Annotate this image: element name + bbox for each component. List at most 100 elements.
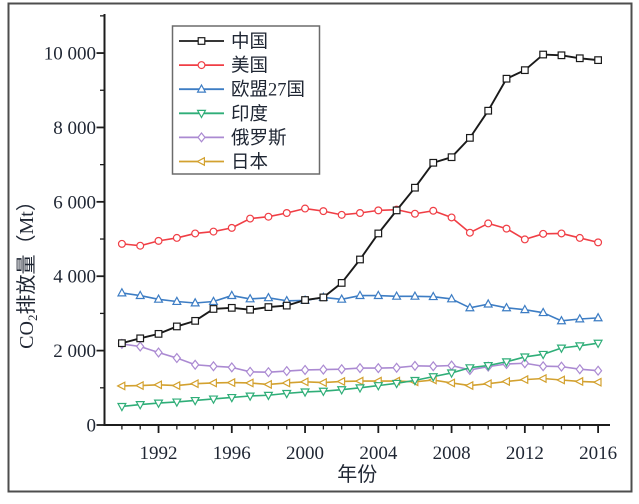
triangle-left-marker — [464, 380, 474, 391]
square-marker — [246, 305, 255, 314]
diamond-marker — [190, 359, 200, 371]
square-marker — [374, 229, 383, 238]
y-tick-label: 2 000 — [53, 341, 96, 362]
legend-label: 欧盟27国 — [231, 80, 305, 101]
diamond-marker — [197, 132, 206, 143]
circle-marker — [227, 223, 236, 232]
circle-marker — [209, 227, 218, 236]
triangle-left-marker — [446, 378, 456, 388]
triangle-down-marker — [483, 361, 494, 371]
circle-marker — [374, 206, 383, 215]
circle-marker — [484, 219, 493, 228]
triangle-down-marker — [593, 339, 604, 349]
y-axis-title: CO2排放量（Mt） — [15, 191, 40, 349]
x-tick-label: 2016 — [579, 443, 617, 464]
triangle-left-marker — [354, 376, 364, 386]
series-usa — [117, 204, 603, 250]
square-marker — [264, 303, 273, 311]
tick-labels: 0 2 000 4 000 6 000 8 000 10 000 1992 1996 2000 2… — [44, 44, 617, 464]
diamond-marker — [520, 357, 530, 369]
circle-marker — [465, 228, 474, 237]
diamond-marker — [538, 360, 548, 372]
circle-marker — [154, 236, 163, 245]
triangle-left-marker — [519, 374, 529, 385]
triangle-up-marker — [355, 290, 365, 300]
legend-entry-china: 中国 — [179, 32, 268, 53]
triangle-up-marker — [336, 293, 347, 303]
series-china — [117, 50, 602, 348]
circle-marker — [319, 207, 328, 216]
triangle-up-marker — [135, 290, 146, 300]
triangle-left-marker — [317, 377, 327, 388]
square-marker — [411, 183, 419, 192]
triangle-left-marker — [574, 376, 584, 387]
legend-entry-usa: 美国 — [179, 56, 268, 77]
triangle-up-marker — [153, 293, 164, 303]
triangle-up-marker — [373, 290, 384, 300]
square-marker — [136, 334, 145, 343]
triangle-down-marker — [556, 344, 567, 354]
diamond-marker — [209, 360, 218, 372]
triangle-up-marker — [391, 290, 402, 300]
square-marker — [319, 293, 328, 302]
triangle-up-marker — [574, 313, 585, 323]
triangle-left-marker — [153, 380, 163, 390]
circle-marker — [301, 204, 310, 213]
x-tick-label: 2004 — [359, 443, 398, 464]
circle-marker — [117, 239, 126, 248]
square-marker — [282, 301, 291, 310]
triangle-down-marker — [464, 364, 475, 374]
square-marker — [575, 54, 584, 63]
square-marker — [429, 158, 438, 167]
legend-label: 中国 — [231, 32, 268, 53]
triangle-up-marker — [428, 291, 439, 301]
triangle-down-marker — [501, 358, 512, 368]
series-eu27 — [116, 287, 604, 325]
diamond-marker — [264, 366, 273, 378]
circle-marker — [246, 214, 255, 223]
circle-marker — [197, 61, 206, 70]
triangle-left-marker — [244, 378, 254, 388]
circle-marker — [575, 233, 584, 242]
triangle-up-marker — [245, 293, 256, 303]
triangle-left-marker — [537, 373, 547, 384]
triangle-up-marker — [556, 315, 567, 325]
triangle-down-marker — [318, 387, 329, 397]
triangle-left-marker — [196, 156, 205, 167]
diamond-marker — [300, 364, 310, 376]
x-tick-label: 1996 — [213, 443, 251, 464]
triangle-up-marker — [226, 290, 237, 300]
diamond-marker — [245, 366, 255, 378]
triangle-up-marker — [190, 297, 201, 307]
legend-label: 美国 — [231, 56, 268, 77]
circle-marker — [264, 212, 273, 221]
y-tick-label: 10 000 — [44, 44, 96, 65]
triangle-down-marker — [336, 386, 347, 396]
triangle-down-marker — [373, 382, 384, 392]
triangle-up-marker — [483, 298, 494, 308]
triangle-left-marker — [555, 375, 565, 385]
triangle-up-marker — [464, 302, 475, 312]
series-japan — [116, 373, 602, 391]
square-marker — [337, 279, 346, 287]
diamond-marker — [575, 363, 585, 375]
square-marker — [117, 339, 126, 348]
square-marker — [197, 37, 206, 45]
triangle-left-marker — [207, 378, 217, 388]
triangle-up-marker — [410, 290, 420, 300]
diamond-marker — [447, 360, 456, 371]
legend-label: 俄罗斯 — [231, 128, 287, 149]
series-india — [116, 339, 604, 412]
square-marker — [191, 316, 200, 325]
triangle-left-marker — [336, 376, 346, 387]
circle-marker — [429, 206, 438, 215]
diamond-marker — [392, 362, 401, 374]
circle-marker — [410, 209, 419, 218]
triangle-up-marker — [593, 312, 604, 322]
triangle-left-marker — [226, 377, 236, 388]
series-line-india — [121, 342, 599, 408]
square-marker — [557, 51, 566, 60]
circle-marker — [136, 241, 145, 250]
triangle-down-marker — [574, 342, 585, 352]
